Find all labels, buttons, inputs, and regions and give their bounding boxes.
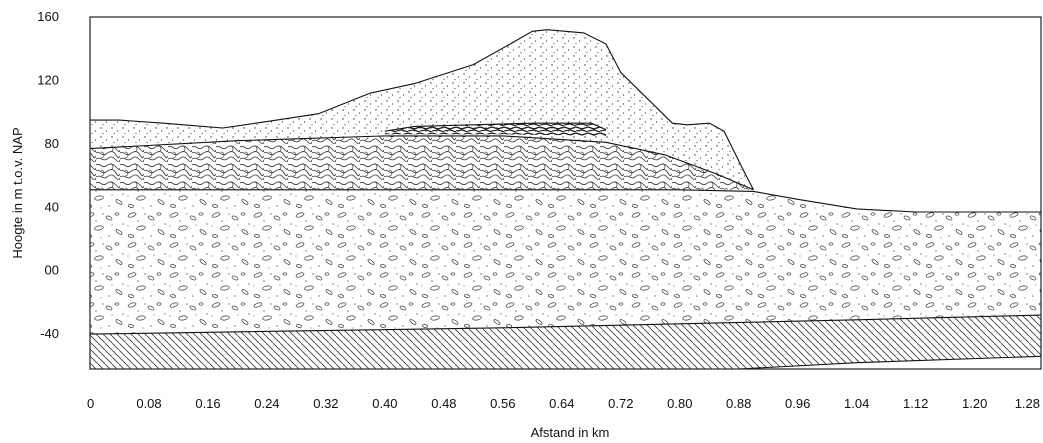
x-tick-label: 0 — [87, 396, 94, 411]
y-tick-label: 80 — [45, 136, 59, 151]
layers-group — [90, 29, 1041, 369]
x-axis-title: Afstand in km — [531, 425, 610, 440]
layer-gravel — [90, 189, 1041, 335]
x-tick-label: 0.48 — [431, 396, 456, 411]
layer-hatched-base — [90, 315, 1041, 369]
y-tick-label: 00 — [45, 263, 59, 278]
x-tick-label: 0.32 — [313, 396, 338, 411]
y-tick-label: -40 — [40, 326, 59, 341]
x-tick-label: 0.88 — [726, 396, 751, 411]
y-tick-label: 120 — [37, 72, 59, 87]
x-tick-label: 1.28 — [1015, 396, 1040, 411]
plot-frame — [89, 16, 1042, 370]
y-axis-title: Hoogte in m t.o.v. NAP — [10, 127, 25, 258]
x-tick-label: 1.20 — [962, 396, 987, 411]
x-axis-ticks: 0 0.08 0.16 0.24 0.32 0.40 0.48 0.56 0.64 0.72 0.8… — [87, 396, 1040, 411]
x-tick-label: 0.80 — [667, 396, 692, 411]
layer-contorted — [90, 135, 754, 190]
boundary-hatched-base-bottom — [90, 355, 1041, 369]
x-tick-label: 0.72 — [608, 396, 633, 411]
boundary-sand-top — [90, 29, 754, 191]
x-tick-label: 0.24 — [254, 396, 279, 411]
x-tick-label: 0.64 — [549, 396, 574, 411]
y-tick-label: 40 — [45, 199, 59, 214]
x-tick-label: 0.08 — [136, 396, 161, 411]
x-tick-label: 1.12 — [903, 396, 928, 411]
x-tick-label: 0.96 — [785, 396, 810, 411]
y-tick-label: 160 — [37, 9, 59, 24]
x-tick-label: 0.16 — [195, 396, 220, 411]
layer-sand-top — [90, 29, 754, 190]
x-tick-label: 0.56 — [490, 396, 515, 411]
x-tick-label: 0.40 — [372, 396, 397, 411]
x-tick-label: 1.04 — [844, 396, 869, 411]
y-axis-ticks: 160 120 80 40 00 -40 — [37, 9, 59, 341]
